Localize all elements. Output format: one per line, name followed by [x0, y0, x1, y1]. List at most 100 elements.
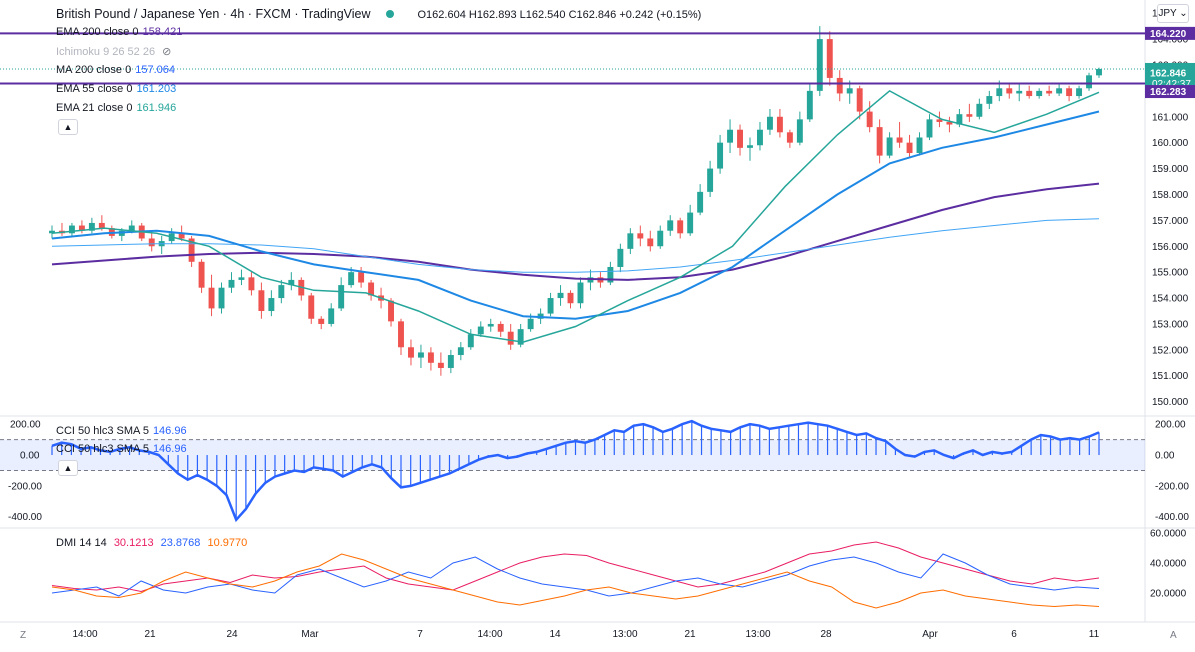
indicator-legend-label: EMA 21 close 0	[56, 102, 133, 114]
candle-body	[996, 88, 1003, 97]
indicator-legend-4[interactable]: EMA 21 close 0 161.946	[56, 102, 176, 114]
candle-body	[288, 279, 295, 286]
candle-body	[667, 220, 674, 231]
cci-legend-label: CCI 50 hlc3 SMA 5	[56, 443, 149, 455]
candle-body	[228, 279, 235, 288]
candle-body	[776, 116, 783, 133]
candle-body	[358, 272, 365, 283]
candle-body	[557, 292, 564, 299]
candle-body	[886, 137, 893, 156]
price-tick-label: 160.000	[1152, 138, 1189, 149]
ohlc-readout: O162.604 H162.893 L162.540 C162.846 +0.2…	[417, 9, 702, 21]
cci-tick-label: -400.00	[1155, 512, 1189, 523]
candle-body	[1026, 90, 1033, 97]
candle-body	[457, 347, 464, 356]
candle-body	[976, 103, 983, 117]
candle-body	[517, 329, 524, 345]
candle-body	[78, 225, 85, 231]
cci-collapse-button[interactable]: ▲	[58, 460, 78, 476]
candle-body	[278, 285, 285, 299]
candle-body	[507, 331, 514, 345]
candle-body	[49, 230, 55, 234]
candle-body	[836, 77, 843, 94]
time-tick-label: 21	[684, 629, 696, 640]
dmi-series-line	[51, 541, 1100, 593]
candle-body	[657, 230, 664, 247]
cci-legend-value: 146.96	[152, 443, 187, 455]
cci-legend-value: 146.96	[152, 425, 187, 437]
candle-body	[577, 282, 584, 304]
cci-legend-1[interactable]: CCI 50 hlc3 SMA 5 146.96	[56, 443, 187, 455]
indicator-legend-3[interactable]: EMA 55 close 0 161.203	[56, 83, 176, 95]
indicator-legend-1[interactable]: Ichimoku 9 26 52 26 ⊘	[56, 45, 171, 58]
candle-body	[487, 323, 494, 327]
indicator-legend-value: 157.064	[135, 64, 175, 76]
candle-body	[218, 287, 225, 309]
currency-selector[interactable]: JPY ⌄	[1157, 4, 1189, 23]
cci-legend-0[interactable]: CCI 50 hlc3 SMA 5 146.96	[56, 425, 187, 437]
market-open-dot	[386, 10, 395, 18]
candle-body	[946, 121, 953, 125]
candle-body	[208, 287, 215, 309]
candle-body	[896, 137, 903, 143]
series-line	[51, 89, 1100, 343]
price-tick-label: 152.000	[1152, 345, 1189, 356]
time-tick-label: 11	[1089, 629, 1100, 640]
time-tick-label: 13:00	[612, 629, 637, 640]
cci-left-tick-label: -200.00	[8, 481, 42, 492]
candle-body	[697, 191, 704, 213]
candle-body	[617, 248, 624, 267]
dmi-label: DMI 14 14	[56, 537, 107, 549]
zoom-corner-button[interactable]: Z	[20, 630, 27, 641]
price-tag-label: 162.283	[1150, 87, 1187, 98]
auto-scale-button[interactable]: A	[1170, 630, 1177, 641]
indicator-legend-0[interactable]: EMA 200 close 0 158.421	[56, 26, 182, 38]
indicator-legend-value: 158.421	[142, 26, 183, 38]
dmi-plus-value: 30.1213	[113, 537, 154, 549]
price-tick-label: 151.000	[1152, 371, 1189, 382]
candle-body	[447, 355, 454, 368]
hidden-eye-icon[interactable]: ⊘	[159, 46, 172, 58]
indicator-legend-label: EMA 55 close 0	[56, 83, 133, 95]
time-tick-label: 14:00	[72, 629, 97, 640]
candle-body	[866, 111, 873, 128]
indicator-legend-label: EMA 200 close 0	[56, 26, 139, 38]
chart-header: British Pound / Japanese Yen · 4h · FXCM…	[56, 7, 701, 21]
dmi-minus-value: 23.8768	[160, 537, 201, 549]
currency-label: JPY	[1158, 8, 1177, 19]
countdown-label: 02:42:37	[1152, 79, 1191, 90]
indicator-legend-label: MA 200 close 0	[56, 64, 132, 76]
price-tag	[1145, 85, 1195, 99]
candle-body	[926, 119, 933, 138]
candle-body	[88, 222, 95, 231]
candle-body	[398, 321, 404, 348]
indicator-legend-value: 161.946	[136, 102, 177, 114]
candle-body	[198, 261, 205, 288]
candle-body	[98, 222, 105, 229]
time-tick-label: Mar	[301, 629, 319, 640]
price-tag-label: 162.846	[1150, 68, 1187, 79]
candle-body	[876, 127, 883, 156]
indicator-legend-2[interactable]: MA 200 close 0 157.064	[56, 64, 175, 76]
time-tick-label: 28	[820, 629, 832, 640]
candle-body	[388, 300, 394, 322]
collapse-legend-button[interactable]: ▲	[58, 119, 78, 135]
symbol-title: British Pound / Japanese Yen · 4h · FXCM…	[56, 7, 371, 21]
candle-body	[1056, 88, 1063, 94]
candle-body	[318, 318, 325, 324]
price-tick-label: 161.000	[1152, 112, 1189, 123]
candle-body	[936, 119, 943, 122]
indicator-legend-label: Ichimoku 9 26 52 26	[56, 46, 156, 58]
candle-body	[547, 298, 554, 314]
candle-body	[258, 290, 265, 311]
price-tick-label: 150.000	[1152, 397, 1189, 408]
candle-body	[1066, 88, 1073, 97]
candle-body	[1076, 88, 1083, 97]
candle-body	[427, 352, 434, 363]
cci-line	[51, 419, 1100, 523]
candle-body	[477, 326, 484, 335]
dmi-tick-label: 20.0000	[1150, 589, 1187, 600]
cci-tick-label: 0.00	[1155, 451, 1175, 462]
